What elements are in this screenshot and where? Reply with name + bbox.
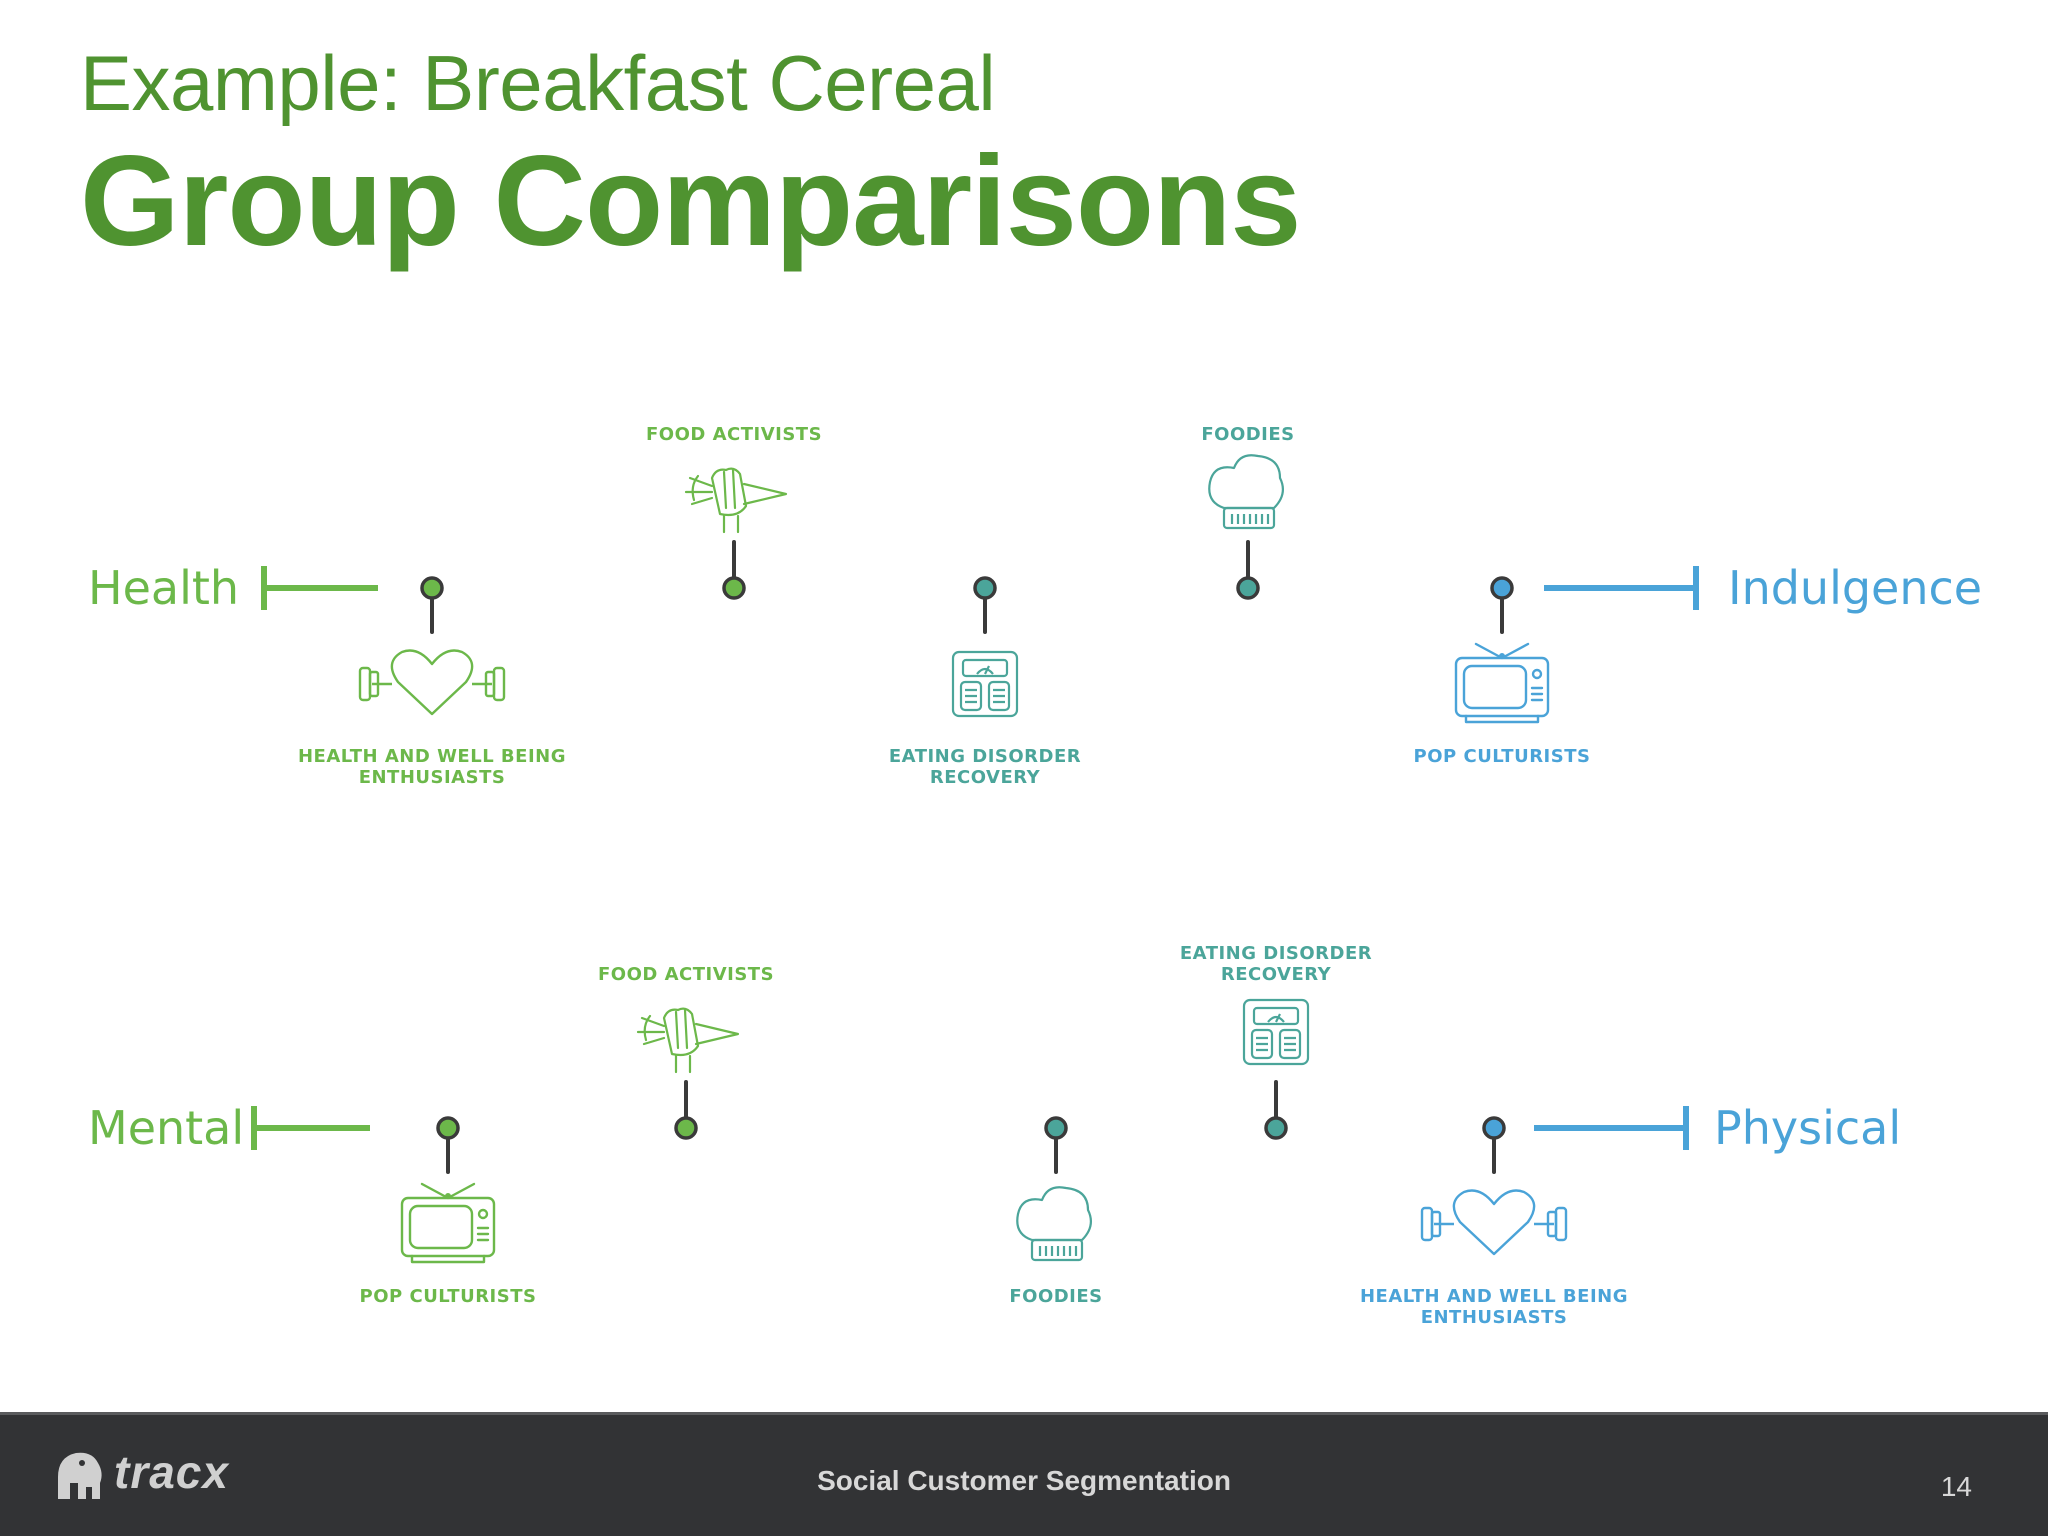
- logo-text: tracx: [114, 1446, 229, 1498]
- segment-label: FOOD ACTIVISTS: [646, 424, 822, 445]
- gorilla-icon: [58, 1452, 102, 1499]
- segment-label: FOOD ACTIVISTS: [598, 964, 774, 985]
- segment-1-4: FOODIES: [1201, 424, 1294, 600]
- tracx-logo: tracx: [48, 1443, 229, 1501]
- fist-carrot-icon: [636, 1007, 740, 1074]
- segment-2-3: FOODIES: [1009, 1116, 1102, 1307]
- tv-icon: [400, 1182, 496, 1264]
- slide-title: Group Comparisons: [80, 130, 1301, 273]
- segment-label: EATING DISORDER: [889, 746, 1081, 767]
- footer-bar: tracx Social Customer Segmentation 14: [0, 1412, 2048, 1536]
- slide-subtitle: Example: Breakfast Cereal: [80, 39, 996, 127]
- scale-row-2: Mental Physical POP CULTURISTS FOOD ACTIVIS…: [88, 943, 1901, 1328]
- segment-1-2: FOOD ACTIVISTS: [646, 424, 822, 600]
- segment-pin: [436, 1116, 460, 1140]
- segment-pin: [1044, 1116, 1068, 1140]
- segment-label: RECOVERY: [1221, 964, 1332, 985]
- segment-label: ENTHUSIASTS: [359, 767, 506, 788]
- segment-pin: [1264, 1116, 1288, 1140]
- scale-icon: [951, 650, 1019, 718]
- dumbbell-heart-icon: [358, 649, 506, 716]
- scale-icon: [1242, 998, 1310, 1066]
- chef-hat-icon: [1208, 454, 1285, 530]
- segment-2-1: POP CULTURISTS: [360, 1116, 537, 1307]
- segment-1-5: POP CULTURISTS: [1414, 576, 1591, 767]
- segment-label: FOODIES: [1009, 1286, 1102, 1307]
- segment-label: POP CULTURISTS: [360, 1286, 537, 1307]
- fist-carrot-icon: [684, 467, 788, 534]
- scale-right-label: Indulgence: [1728, 561, 1982, 615]
- scale-right-label: Physical: [1714, 1101, 1901, 1155]
- dumbbell-heart-icon: [1420, 1189, 1568, 1256]
- scale-row-1: Health Indulgence HEALTH AND WELL BEINGENT…: [88, 424, 1982, 788]
- segment-pin: [973, 576, 997, 600]
- segment-label: POP CULTURISTS: [1414, 746, 1591, 767]
- segment-label: EATING DISORDER: [1180, 943, 1372, 964]
- segment-pin: [420, 576, 444, 600]
- footer-title: Social Customer Segmentation: [817, 1465, 1231, 1496]
- segment-label: HEALTH AND WELL BEING: [1360, 1286, 1628, 1307]
- segment-pin: [674, 1116, 698, 1140]
- scale-left-label: Health: [88, 561, 239, 615]
- segment-2-2: FOOD ACTIVISTS: [598, 964, 774, 1140]
- page-number: 14: [1940, 1471, 1972, 1502]
- segment-pin: [1482, 1116, 1506, 1140]
- segment-pin: [1236, 576, 1260, 600]
- segment-pin: [1490, 576, 1514, 600]
- chef-hat-icon: [1016, 1186, 1093, 1262]
- segment-label: ENTHUSIASTS: [1421, 1307, 1568, 1328]
- segment-label: HEALTH AND WELL BEING: [298, 746, 566, 767]
- segment-label: RECOVERY: [930, 767, 1041, 788]
- scale-left-label: Mental: [88, 1101, 244, 1155]
- tv-icon: [1454, 642, 1550, 724]
- segment-label: FOODIES: [1201, 424, 1294, 445]
- segment-pin: [722, 576, 746, 600]
